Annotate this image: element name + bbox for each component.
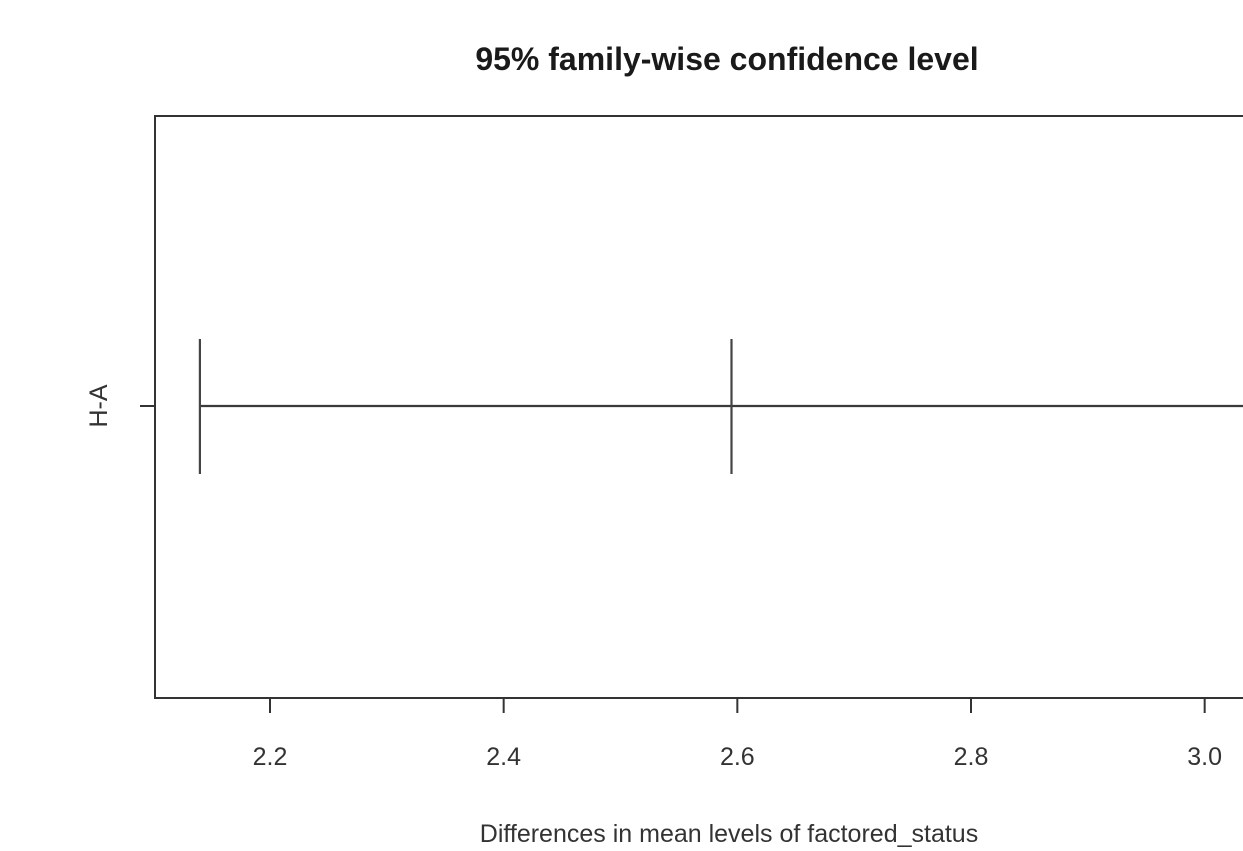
x-tick-label: 2.2 [253, 743, 288, 771]
y-axis: H-A [85, 384, 155, 428]
x-tick-label: 3.0 [1187, 743, 1222, 771]
x-axis-label: Differences in mean levels of factored_s… [480, 820, 978, 848]
chart-title: 95% family-wise confidence level [475, 41, 978, 77]
x-tick-label: 2.4 [486, 743, 521, 771]
x-axis: 2.2 2.4 2.6 2.8 3.0 [253, 698, 1222, 771]
x-tick-label: 2.6 [720, 743, 755, 771]
confidence-intervals [198, 339, 1243, 474]
x-tick-label: 2.8 [954, 743, 989, 771]
y-tick-label: H-A [85, 384, 113, 427]
